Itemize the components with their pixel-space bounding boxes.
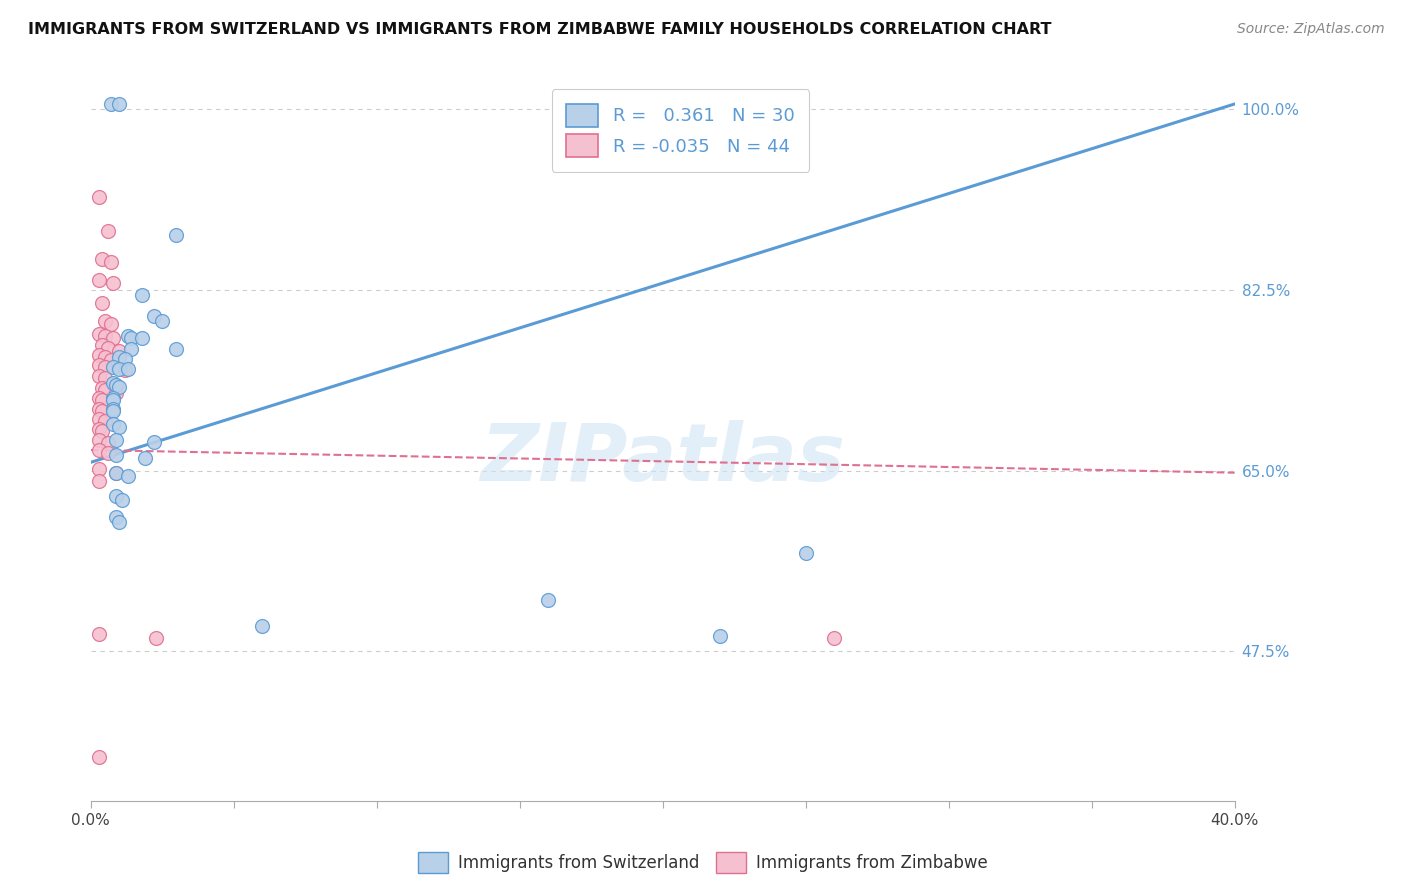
- Point: [111, 492, 134, 507]
- Point: [103, 376, 125, 390]
- Point: [108, 350, 131, 364]
- Point: [89, 442, 111, 457]
- Point: [252, 618, 274, 632]
- Point: [142, 309, 165, 323]
- Point: [100, 353, 122, 368]
- Point: [134, 451, 156, 466]
- Point: [103, 393, 125, 408]
- Point: [108, 97, 131, 112]
- Point: [91, 252, 114, 266]
- Point: [89, 474, 111, 488]
- Point: [114, 352, 136, 367]
- Point: [131, 288, 153, 302]
- Point: [103, 401, 125, 416]
- Point: [91, 337, 114, 351]
- Point: [105, 433, 128, 447]
- Point: [94, 350, 117, 364]
- Point: [165, 342, 187, 356]
- Point: [89, 461, 111, 475]
- Point: [108, 380, 131, 394]
- Point: [105, 490, 128, 504]
- Text: IMMIGRANTS FROM SWITZERLAND VS IMMIGRANTS FROM ZIMBABWE FAMILY HOUSEHOLDS CORREL: IMMIGRANTS FROM SWITZERLAND VS IMMIGRANT…: [28, 22, 1052, 37]
- Point: [150, 314, 173, 328]
- Point: [89, 327, 111, 342]
- Point: [94, 329, 117, 343]
- Point: [108, 362, 131, 376]
- Point: [100, 255, 122, 269]
- Point: [91, 296, 114, 310]
- Point: [97, 224, 120, 238]
- Point: [89, 348, 111, 362]
- Point: [114, 363, 136, 377]
- Point: [117, 329, 139, 343]
- Point: [89, 749, 111, 764]
- Point: [89, 392, 111, 406]
- Point: [97, 341, 120, 355]
- Point: [100, 317, 122, 331]
- Point: [94, 360, 117, 375]
- Point: [117, 362, 139, 376]
- Point: [103, 331, 125, 345]
- Point: [108, 343, 131, 358]
- Point: [97, 446, 120, 460]
- Text: Source: ZipAtlas.com: Source: ZipAtlas.com: [1237, 22, 1385, 37]
- Point: [89, 368, 111, 383]
- Point: [91, 403, 114, 417]
- Point: [105, 378, 128, 392]
- Point: [142, 434, 165, 449]
- Point: [89, 412, 111, 426]
- Point: [103, 417, 125, 432]
- Legend: Immigrants from Switzerland, Immigrants from Zimbabwe: Immigrants from Switzerland, Immigrants …: [412, 846, 994, 880]
- Point: [91, 393, 114, 408]
- Point: [709, 629, 731, 643]
- Legend: R =   0.361   N = 30, R = -0.035   N = 44: R = 0.361 N = 30, R = -0.035 N = 44: [551, 89, 808, 172]
- Point: [89, 433, 111, 447]
- Point: [105, 466, 128, 480]
- Point: [103, 276, 125, 290]
- Point: [91, 425, 114, 439]
- Point: [89, 272, 111, 286]
- Point: [103, 392, 125, 406]
- Point: [120, 331, 142, 345]
- Point: [89, 422, 111, 436]
- Point: [103, 403, 125, 417]
- Point: [105, 386, 128, 401]
- Point: [94, 414, 117, 428]
- Point: [100, 97, 122, 112]
- Point: [105, 510, 128, 524]
- Point: [823, 631, 845, 645]
- Point: [120, 342, 142, 356]
- Point: [89, 627, 111, 641]
- Point: [94, 383, 117, 397]
- Text: ZIPatlas: ZIPatlas: [479, 420, 845, 498]
- Point: [131, 331, 153, 345]
- Point: [794, 546, 817, 560]
- Point: [89, 401, 111, 416]
- Point: [117, 468, 139, 483]
- Point: [165, 228, 187, 243]
- Point: [97, 435, 120, 450]
- Point: [108, 516, 131, 530]
- Point: [537, 592, 560, 607]
- Point: [108, 420, 131, 434]
- Point: [105, 466, 128, 480]
- Point: [94, 314, 117, 328]
- Point: [91, 381, 114, 395]
- Point: [94, 370, 117, 384]
- Point: [89, 359, 111, 373]
- Point: [105, 448, 128, 462]
- Point: [103, 360, 125, 375]
- Point: [145, 631, 167, 645]
- Point: [89, 190, 111, 204]
